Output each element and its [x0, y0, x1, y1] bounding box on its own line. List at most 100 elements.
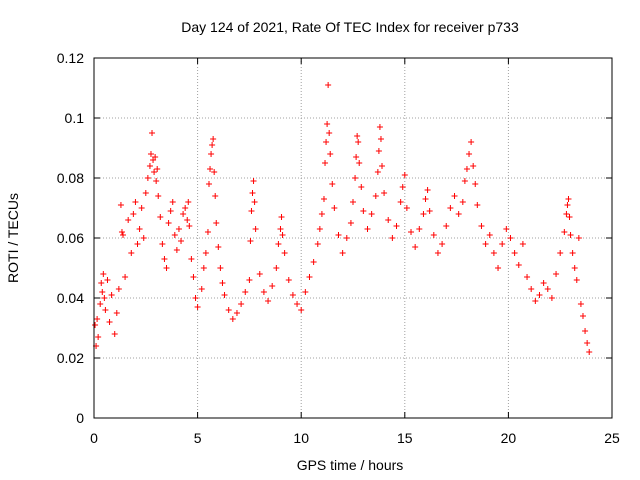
- x-tick-label: 10: [293, 430, 309, 446]
- data-point: [575, 235, 582, 241]
- data-point: [519, 241, 526, 247]
- data-point: [459, 199, 466, 205]
- data-point: [412, 244, 419, 250]
- data-point: [354, 133, 361, 139]
- data-point: [324, 121, 331, 127]
- data-point: [198, 286, 205, 292]
- data-point: [212, 193, 219, 199]
- data-point: [447, 205, 454, 211]
- data-point: [250, 178, 257, 184]
- y-tick-label: 0.04: [57, 290, 84, 306]
- data-point: [472, 181, 479, 187]
- data-point: [188, 256, 195, 262]
- x-tick-label: 5: [194, 430, 202, 446]
- data-point: [285, 277, 292, 283]
- data-point: [389, 235, 396, 241]
- data-point: [350, 199, 356, 205]
- data-point: [249, 190, 256, 196]
- data-point: [211, 169, 218, 175]
- data-point: [424, 187, 431, 193]
- data-point: [355, 139, 362, 145]
- data-point: [140, 235, 147, 241]
- data-point: [322, 160, 329, 166]
- data-point: [579, 313, 586, 319]
- data-point: [173, 247, 180, 253]
- data-point: [246, 277, 253, 283]
- data-point: [368, 211, 375, 217]
- data-point: [192, 295, 199, 301]
- data-point: [186, 223, 193, 229]
- data-point: [128, 250, 135, 256]
- data-point: [393, 223, 400, 229]
- data-point: [190, 274, 197, 280]
- data-point: [375, 148, 382, 154]
- data-point: [339, 250, 346, 256]
- data-point: [397, 199, 404, 205]
- data-point: [503, 226, 510, 232]
- data-point: [265, 298, 272, 304]
- data-point: [138, 205, 145, 211]
- y-tick-label: 0.02: [57, 350, 84, 366]
- data-point: [586, 349, 593, 355]
- data-point: [200, 265, 207, 271]
- data-point: [326, 130, 333, 136]
- data-point: [100, 271, 107, 277]
- data-point: [92, 322, 99, 328]
- data-point: [320, 196, 327, 202]
- data-point: [215, 244, 222, 250]
- data-point: [524, 274, 531, 280]
- data-point: [360, 208, 367, 214]
- data-point: [507, 235, 514, 241]
- data-point: [202, 250, 209, 256]
- data-point: [401, 172, 408, 178]
- data-point: [372, 193, 379, 199]
- x-axis-label: GPS time / hours: [297, 457, 404, 473]
- data-point: [532, 298, 539, 304]
- data-point: [171, 232, 178, 238]
- x-tick-labels: 0 5 10 15 20 25: [90, 430, 620, 446]
- data-point: [499, 241, 506, 247]
- data-point: [248, 208, 255, 214]
- chart-title: Day 124 of 2021, Rate Of TEC Index for r…: [181, 19, 519, 35]
- data-point: [260, 289, 267, 295]
- data-point: [194, 304, 201, 310]
- data-point: [335, 232, 342, 238]
- data-point: [134, 241, 141, 247]
- y-tick-label: 0.12: [57, 50, 84, 66]
- data-point: [461, 178, 468, 184]
- data-point: [208, 151, 215, 157]
- data-point: [416, 226, 423, 232]
- data-point: [571, 265, 578, 271]
- data-point: [474, 202, 481, 208]
- data-point: [117, 202, 124, 208]
- data-point: [353, 154, 360, 160]
- data-point: [120, 232, 127, 238]
- data-point: [256, 271, 263, 277]
- data-point: [577, 301, 584, 307]
- data-point: [136, 226, 143, 232]
- data-point: [273, 265, 280, 271]
- data-point: [277, 226, 284, 232]
- data-point: [144, 175, 151, 181]
- data-point: [302, 289, 309, 295]
- y-tick-label: 0.1: [65, 110, 85, 126]
- data-point: [153, 178, 160, 184]
- data-point: [399, 184, 406, 190]
- y-tick-label: 0: [76, 410, 84, 426]
- data-point: [306, 274, 313, 280]
- data-point: [540, 280, 547, 286]
- data-point: [584, 340, 591, 346]
- data-point: [557, 250, 564, 256]
- data-point: [426, 208, 433, 214]
- data-point: [219, 280, 226, 286]
- data-point: [115, 286, 122, 292]
- data-point: [157, 214, 164, 220]
- x-tick-label: 0: [90, 430, 98, 446]
- data-point: [478, 223, 485, 229]
- data-point: [536, 292, 543, 298]
- data-point: [167, 208, 174, 214]
- data-point: [229, 316, 236, 322]
- data-point: [515, 262, 522, 268]
- x-tick-label: 20: [501, 430, 517, 446]
